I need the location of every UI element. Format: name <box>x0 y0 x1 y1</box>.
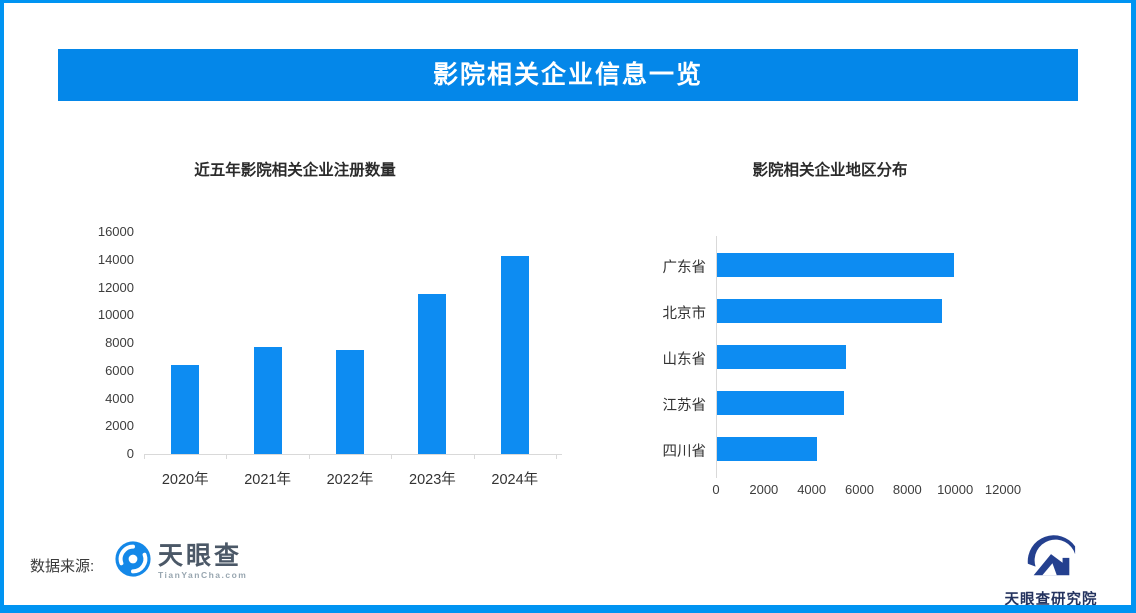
bar <box>717 391 844 415</box>
tianyancha-wordmark: 天眼查 TianYanCha.com <box>158 543 247 580</box>
y-axis-tick-label: 8000 <box>105 335 134 350</box>
research-institute-icon <box>1024 533 1078 584</box>
bar <box>717 437 818 461</box>
x-axis-line <box>144 454 562 455</box>
bar <box>717 253 954 277</box>
tianyancha-name: 天眼查 <box>158 542 243 570</box>
bar <box>717 299 942 323</box>
tianyancha-eye-icon <box>114 540 152 583</box>
x-axis-tick <box>473 455 475 459</box>
y-axis-tick-label: 12000 <box>97 279 134 295</box>
bar <box>500 255 529 454</box>
bar <box>171 365 200 454</box>
bar <box>253 347 282 454</box>
x-axis-category-label: 2021年 <box>244 472 291 488</box>
x-axis-tick-label: 10000 <box>937 482 974 497</box>
x-axis-tick <box>391 455 393 459</box>
left-chart-title: 近五年影院相关企业注册数量 <box>194 162 396 179</box>
research-institute-name: 天眼查研究院 <box>1004 592 1098 608</box>
y-axis-tick-label: 4000 <box>105 390 134 406</box>
x-axis-category-label: 2024年 <box>491 472 539 488</box>
y-axis-category-label: 广东省 <box>662 260 707 276</box>
x-axis-tick-label: 12000 <box>984 482 1022 497</box>
y-axis-category-label: 江苏省 <box>662 398 707 414</box>
y-axis-category-label: 四川省 <box>662 444 707 460</box>
y-axis-category-label: 北京市 <box>662 306 707 322</box>
bar <box>717 345 847 369</box>
y-axis-tick-label: 6000 <box>105 362 134 378</box>
x-axis-tick-label: 8000 <box>892 482 922 497</box>
y-axis-tick-label: 14000 <box>97 251 134 267</box>
x-axis-category-label: 2020年 <box>161 472 209 488</box>
x-axis-tick-label: 2000 <box>749 482 779 497</box>
y-axis-tick-label: 0 <box>126 446 134 461</box>
tianyancha-domain: TianYanCha.com <box>158 570 248 580</box>
bar <box>418 294 447 454</box>
y-axis-tick-label: 10000 <box>97 307 134 323</box>
tianyancha-logo: 天眼查 TianYanCha.com <box>114 540 247 583</box>
bar <box>336 349 364 454</box>
x-axis-tick-label: 4000 <box>797 482 827 497</box>
x-axis-tick <box>226 455 228 459</box>
x-axis-category-label: 2022年 <box>326 472 374 488</box>
research-institute-logo: 天眼查研究院 <box>985 533 1117 608</box>
y-axis-category-label: 山东省 <box>662 352 707 368</box>
region-distribution-bar-chart: 影院相关企业地区分布 广东省北京市山东省江苏省四川省 0 2000 4000 6000 8… <box>640 140 1100 520</box>
y-axis-line <box>716 236 717 478</box>
x-axis-tick-label: 0 <box>712 482 720 497</box>
x-axis-category-label: 2023年 <box>409 472 456 488</box>
data-source-label: 数据来源: <box>30 558 95 575</box>
x-axis-tick <box>308 455 310 459</box>
x-axis-tick-label: 6000 <box>845 482 874 497</box>
right-chart-title: 影院相关企业地区分布 <box>752 162 908 179</box>
page-title: 影院相关企业信息一览 <box>58 49 1078 101</box>
y-axis-tick-label: 2000 <box>105 418 134 434</box>
x-axis-tick <box>144 455 145 459</box>
registrations-bar-chart: 近五年影院相关企业注册数量 0 2000 4000 6000 8000 10000 1200… <box>60 140 580 520</box>
x-axis-tick <box>556 455 557 459</box>
y-axis-tick-label: 16000 <box>97 224 134 239</box>
